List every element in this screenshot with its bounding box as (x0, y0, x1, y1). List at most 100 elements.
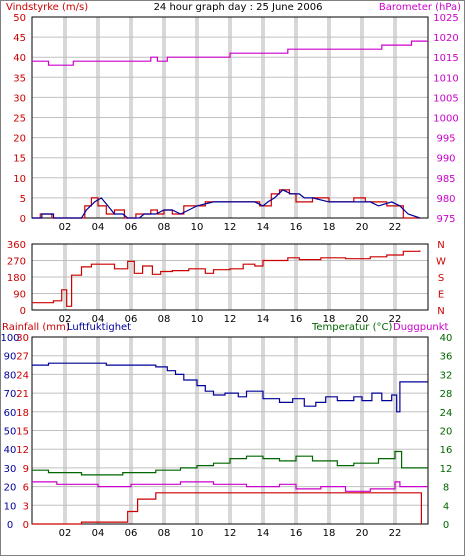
x-tick-label: 12 (224, 528, 237, 539)
rain-tick-label: 12 (16, 445, 29, 456)
left-tick-label: 30 (4, 464, 17, 475)
x-tick-label: 14 (257, 222, 270, 233)
left-tick-label: 270 (7, 257, 26, 268)
x-tick-label: 14 (257, 314, 270, 325)
left-tick-label: 0 (7, 520, 13, 531)
left-tick-label: 5 (20, 194, 26, 205)
right-tick-label: 4 (443, 501, 449, 512)
right-tick-label: N (437, 306, 444, 317)
barometer-line (32, 40, 428, 66)
right-tick-label: 1005 (433, 93, 458, 104)
x-tick-label: 16 (290, 314, 303, 325)
x-tick-label: 18 (323, 314, 336, 325)
rain-tick-label: 6 (23, 483, 29, 494)
x-tick-label: 22 (389, 222, 402, 233)
x-tick-label: 12 (224, 222, 237, 233)
left-tick-label: 10 (4, 501, 17, 512)
wind-axis-label: Vindstyrke (m/s) (6, 2, 88, 13)
right-tick-label: E (438, 290, 444, 301)
left-tick-label: 45 (13, 33, 26, 44)
x-tick-label: 08 (158, 314, 171, 325)
right-tick-label: 0 (443, 520, 449, 531)
plot-frame-0 (31, 16, 429, 219)
right-tick-label: W (436, 257, 446, 268)
x-tick-label: 20 (356, 528, 369, 539)
x-tick-label: 04 (92, 222, 105, 233)
right-tick-label: 8 (443, 483, 449, 494)
left-tick-label: 90 (13, 290, 26, 301)
x-tick-label: 08 (158, 528, 171, 539)
rain-tick-label: 24 (16, 370, 29, 381)
direction-line (32, 250, 421, 307)
rain-tick-label: 21 (16, 389, 29, 400)
humidity-axis-label: Luftfuktighet (67, 322, 131, 333)
left-tick-label: 35 (13, 73, 26, 84)
left-tick-label: 180 (7, 273, 26, 284)
rain-tick-label: 18 (16, 408, 29, 419)
right-tick-label: 20 (440, 427, 453, 438)
left-tick-label: 20 (13, 134, 26, 145)
left-tick-label: 50 (4, 427, 17, 438)
left-tick-label: 20 (4, 483, 17, 494)
right-tick-label: 980 (436, 194, 455, 205)
right-tick-label: 1015 (433, 53, 458, 64)
x-tick-label: 18 (323, 222, 336, 233)
right-tick-label: 32 (440, 370, 453, 381)
rain-tick-label: 27 (16, 352, 29, 363)
left-tick-label: 25 (13, 114, 26, 125)
dewpoint-axis-label: Duggpunkt (393, 322, 449, 333)
left-tick-label: 90 (4, 352, 17, 363)
right-tick-label: 995 (436, 134, 455, 145)
plot-frame-2 (31, 336, 429, 525)
temperature-line (32, 450, 428, 476)
right-tick-label: 12 (440, 464, 453, 475)
rain-tick-label: 9 (23, 464, 29, 475)
right-tick-label: 1025 (433, 13, 458, 24)
right-tick-label: 16 (440, 445, 453, 456)
left-tick-label: 0 (20, 306, 26, 317)
left-tick-label: 0 (20, 214, 26, 225)
temperature-axis-label: Temperatur (°C) (311, 322, 392, 333)
right-tick-label: 1010 (433, 73, 458, 84)
right-tick-label: 990 (436, 154, 455, 165)
left-tick-label: 40 (13, 53, 26, 64)
right-tick-label: 1000 (433, 114, 458, 125)
x-tick-label: 22 (389, 528, 402, 539)
left-tick-label: 30 (13, 93, 26, 104)
rain-tick-label: 0 (23, 520, 29, 531)
rain-tick-label: 15 (16, 427, 29, 438)
left-tick-label: 360 (7, 240, 26, 251)
x-tick-label: 06 (125, 222, 138, 233)
x-tick-label: 16 (290, 222, 303, 233)
x-tick-label: 04 (92, 528, 105, 539)
left-tick-label: 100 (0, 333, 19, 344)
rain-line (32, 492, 422, 525)
x-tick-label: 04 (92, 314, 105, 325)
chart-panels: 0510152025303540455097598098599099510001… (0, 13, 458, 539)
left-tick-label: 15 (13, 154, 26, 165)
x-tick-label: 12 (224, 314, 237, 325)
barometer-axis-label: Barometer (hPa) (379, 2, 461, 13)
dewpoint-line (32, 481, 428, 492)
x-tick-label: 06 (125, 528, 138, 539)
plot-frame-1 (31, 243, 429, 311)
rain-tick-label: 30 (16, 333, 29, 344)
x-tick-label: 18 (323, 528, 336, 539)
x-tick-label: 02 (59, 222, 72, 233)
x-tick-label: 10 (191, 314, 204, 325)
left-tick-label: 10 (13, 174, 26, 185)
right-tick-label: N (437, 240, 444, 251)
right-tick-label: 985 (436, 174, 455, 185)
x-tick-label: 14 (257, 528, 270, 539)
x-tick-label: 20 (356, 314, 369, 325)
right-tick-label: 975 (436, 214, 455, 225)
x-tick-label: 16 (290, 528, 303, 539)
right-tick-label: S (438, 273, 444, 284)
x-tick-label: 20 (356, 222, 369, 233)
left-tick-label: 40 (4, 445, 17, 456)
x-tick-label: 10 (191, 528, 204, 539)
x-tick-label: 02 (59, 314, 72, 325)
humidity-line (32, 362, 428, 413)
